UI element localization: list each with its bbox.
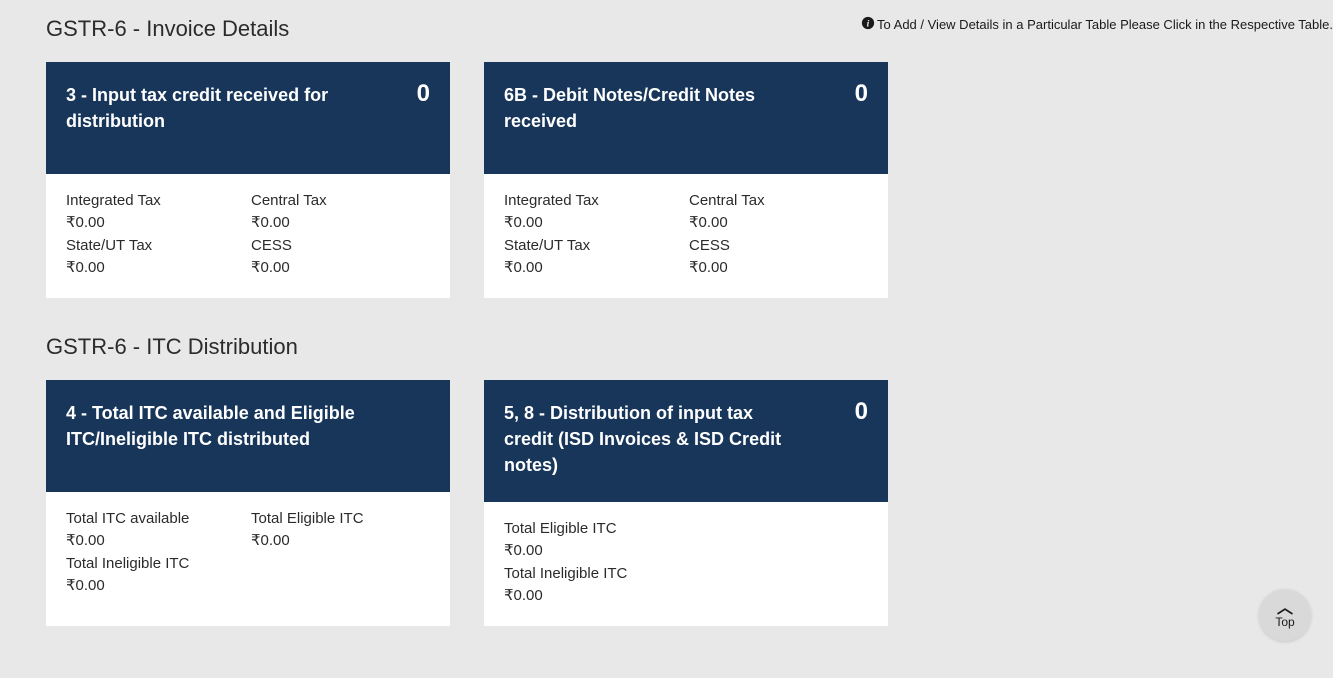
card-title: 3 - Input tax credit received for distri…	[66, 82, 366, 134]
tax-label: Integrated Tax	[504, 192, 683, 209]
tax-cell: Central Tax ₹0.00	[689, 192, 868, 231]
info-hint-text: To Add / View Details in a Particular Ta…	[877, 17, 1333, 32]
tax-cell: Total Ineligible ITC ₹0.00	[66, 555, 245, 594]
tax-value: ₹0.00	[251, 258, 430, 276]
tax-value: ₹0.00	[66, 258, 245, 276]
section-title-itc: GSTR-6 - ITC Distribution	[46, 334, 1287, 360]
tax-value: ₹0.00	[251, 531, 430, 549]
tax-cell: Integrated Tax ₹0.00	[66, 192, 245, 231]
card-count: 0	[417, 82, 430, 106]
tax-label: Total ITC available	[66, 510, 245, 527]
card-count: 0	[855, 400, 868, 424]
tax-cell: Total Eligible ITC ₹0.00	[251, 510, 430, 549]
card-distribution-isd[interactable]: 5, 8 - Distribution of input tax credit …	[484, 380, 888, 626]
card-header: 3 - Input tax credit received for distri…	[46, 62, 450, 174]
tax-cell: Total Ineligible ITC ₹0.00	[504, 565, 868, 604]
tax-value: ₹0.00	[66, 213, 245, 231]
tax-label: Central Tax	[689, 192, 868, 209]
tax-label: CESS	[689, 237, 868, 254]
scroll-top-button[interactable]: ︿ Top	[1259, 589, 1311, 641]
tax-label: Integrated Tax	[66, 192, 245, 209]
card-header: 6B - Debit Notes/Credit Notes received 0	[484, 62, 888, 174]
itc-cards-row: 4 - Total ITC available and Eligible ITC…	[46, 380, 1287, 626]
tax-cell: Total Eligible ITC ₹0.00	[504, 520, 868, 559]
card-count: 0	[855, 82, 868, 106]
tax-value: ₹0.00	[689, 213, 868, 231]
card-body: Integrated Tax ₹0.00 Central Tax ₹0.00 S…	[484, 174, 888, 298]
card-total-itc-available[interactable]: 4 - Total ITC available and Eligible ITC…	[46, 380, 450, 626]
tax-value: ₹0.00	[689, 258, 868, 276]
tax-cell: Total ITC available ₹0.00	[66, 510, 245, 549]
tax-label: State/UT Tax	[66, 237, 245, 254]
card-body: Total Eligible ITC ₹0.00 Total Ineligibl…	[484, 502, 888, 626]
card-title: 4 - Total ITC available and Eligible ITC…	[66, 400, 366, 452]
card-body: Total ITC available ₹0.00 Total Eligible…	[46, 492, 450, 616]
card-title: 6B - Debit Notes/Credit Notes received	[504, 82, 804, 134]
tax-label: Total Eligible ITC	[504, 520, 868, 537]
invoice-cards-row: 3 - Input tax credit received for distri…	[46, 62, 1287, 298]
tax-cell: Integrated Tax ₹0.00	[504, 192, 683, 231]
card-debit-credit-notes[interactable]: 6B - Debit Notes/Credit Notes received 0…	[484, 62, 888, 298]
tax-value: ₹0.00	[504, 586, 868, 604]
info-hint: i To Add / View Details in a Particular …	[861, 16, 1333, 33]
tax-label: State/UT Tax	[504, 237, 683, 254]
tax-value: ₹0.00	[504, 258, 683, 276]
tax-cell: Central Tax ₹0.00	[251, 192, 430, 231]
svg-text:i: i	[867, 19, 870, 30]
tax-cell: CESS ₹0.00	[251, 237, 430, 276]
tax-value: ₹0.00	[251, 213, 430, 231]
top-button-label: Top	[1275, 615, 1294, 629]
tax-label: CESS	[251, 237, 430, 254]
tax-cell: State/UT Tax ₹0.00	[66, 237, 245, 276]
info-icon: i	[861, 16, 875, 33]
tax-value: ₹0.00	[66, 531, 245, 549]
tax-label: Total Ineligible ITC	[504, 565, 868, 582]
card-title: 5, 8 - Distribution of input tax credit …	[504, 400, 804, 478]
tax-value: ₹0.00	[66, 576, 245, 594]
card-header: 4 - Total ITC available and Eligible ITC…	[46, 380, 450, 492]
tax-label: Central Tax	[251, 192, 430, 209]
tax-value: ₹0.00	[504, 213, 683, 231]
card-input-tax-credit[interactable]: 3 - Input tax credit received for distri…	[46, 62, 450, 298]
tax-label: Total Eligible ITC	[251, 510, 430, 527]
card-header: 5, 8 - Distribution of input tax credit …	[484, 380, 888, 502]
tax-cell: State/UT Tax ₹0.00	[504, 237, 683, 276]
tax-cell: CESS ₹0.00	[689, 237, 868, 276]
tax-value: ₹0.00	[504, 541, 868, 559]
card-body: Integrated Tax ₹0.00 Central Tax ₹0.00 S…	[46, 174, 450, 298]
tax-label: Total Ineligible ITC	[66, 555, 245, 572]
